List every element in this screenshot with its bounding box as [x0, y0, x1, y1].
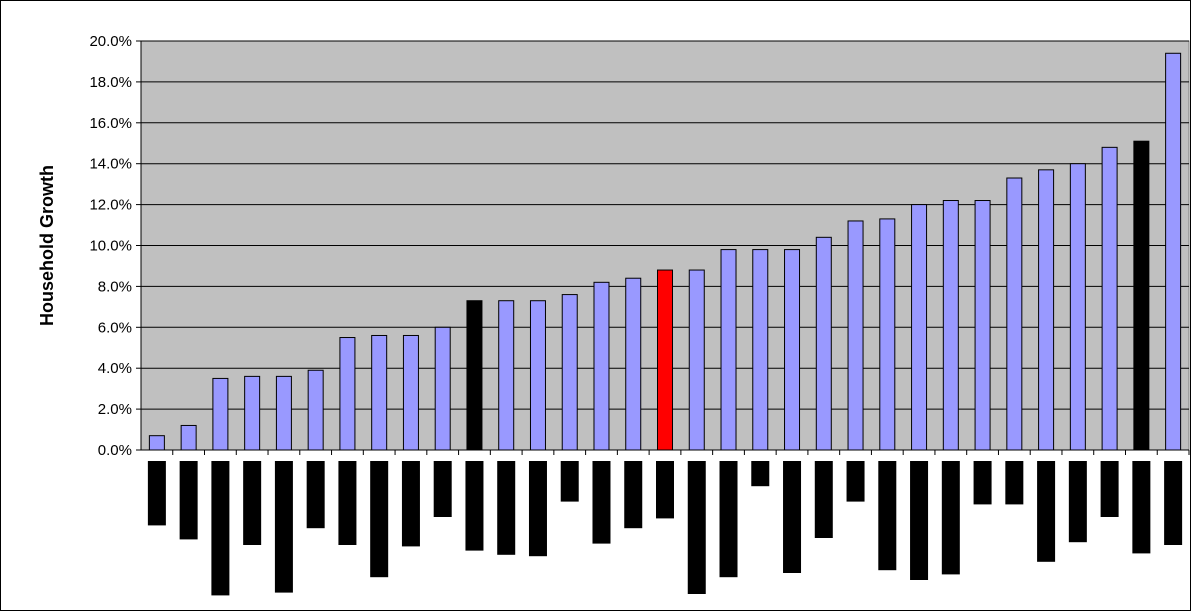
bar	[1038, 169, 1055, 451]
redacted-category-label	[211, 461, 230, 596]
redacted-category-label	[401, 461, 420, 547]
bar	[784, 249, 801, 451]
y-tick-label: 4.0%	[98, 360, 132, 377]
redacted-category-label	[1164, 461, 1183, 545]
redacted-category-label	[147, 461, 166, 526]
bar	[275, 375, 292, 451]
redacted-category-label	[1068, 461, 1087, 543]
bars	[148, 52, 1182, 451]
bar	[307, 369, 324, 451]
bar	[1006, 177, 1023, 451]
redacted-category-label	[687, 461, 706, 594]
y-tick-label: 0.0%	[98, 442, 132, 459]
y-axis: 0.0% 2.0% 4.0% 6.0% 8.0% 10.0% 12.0% 14.0% 16.0%…	[89, 33, 1190, 459]
redacted-category-label	[370, 461, 389, 578]
y-tick-label: 12.0%	[89, 197, 132, 214]
y-tick-label: 14.0%	[89, 156, 132, 173]
bar	[657, 269, 673, 451]
redacted-category-label	[783, 461, 802, 573]
redacted-category-label	[941, 461, 960, 575]
bar	[180, 424, 197, 451]
bar	[339, 337, 356, 451]
bar	[561, 294, 578, 451]
bar	[720, 249, 737, 451]
redacted-category-label	[624, 461, 643, 529]
bar	[752, 249, 769, 451]
category-labels	[147, 461, 1183, 596]
redacted-category-label	[1005, 461, 1024, 505]
bar	[148, 435, 165, 451]
y-tick-label: 8.0%	[98, 278, 132, 295]
redacted-category-label	[751, 461, 770, 487]
redacted-category-label	[306, 461, 325, 529]
y-tick-label: 16.0%	[89, 115, 132, 132]
redacted-category-label	[1037, 461, 1056, 562]
redacted-category-label	[274, 461, 293, 593]
redacted-category-label	[878, 461, 897, 571]
redacted-category-label	[719, 461, 738, 578]
bar	[434, 326, 451, 451]
bar	[1165, 52, 1182, 451]
y-axis-title: Household Growth	[37, 165, 57, 326]
bar	[212, 377, 229, 451]
redacted-category-label	[179, 461, 198, 540]
redacted-category-label	[592, 461, 611, 544]
y-tick-label: 10.0%	[89, 238, 132, 255]
bar	[529, 300, 546, 451]
bar	[688, 269, 705, 451]
bar	[911, 204, 928, 451]
redacted-category-label	[1100, 461, 1119, 517]
redacted-category-label	[465, 461, 484, 551]
redacted-category-label	[433, 461, 452, 517]
y-tick-label: 2.0%	[98, 401, 132, 418]
bar	[625, 277, 642, 451]
redacted-category-label	[528, 461, 547, 557]
redacted-category-label	[243, 461, 262, 545]
bar	[942, 200, 959, 451]
bar	[847, 220, 864, 451]
bar	[879, 218, 896, 451]
y-tick-label: 18.0%	[89, 74, 132, 91]
bar	[593, 281, 610, 451]
bar	[1101, 146, 1118, 451]
bar	[1133, 140, 1150, 451]
redacted-category-label	[846, 461, 865, 502]
y-tick-label: 20.0%	[89, 33, 132, 50]
redacted-category-label	[1132, 461, 1151, 554]
redacted-category-label	[497, 461, 516, 555]
bar	[498, 300, 515, 451]
bar	[1069, 163, 1086, 451]
redacted-category-label	[814, 461, 833, 538]
bar	[402, 334, 419, 451]
redacted-category-label	[560, 461, 579, 502]
redacted-category-label	[656, 461, 674, 519]
bar	[974, 200, 991, 451]
redacted-category-label	[910, 461, 929, 580]
bar	[466, 300, 483, 451]
bar	[815, 236, 832, 451]
redacted-category-label	[973, 461, 992, 505]
bar	[244, 375, 261, 451]
redacted-category-label	[338, 461, 357, 545]
bar	[371, 334, 388, 451]
y-tick-label: 6.0%	[98, 319, 132, 336]
